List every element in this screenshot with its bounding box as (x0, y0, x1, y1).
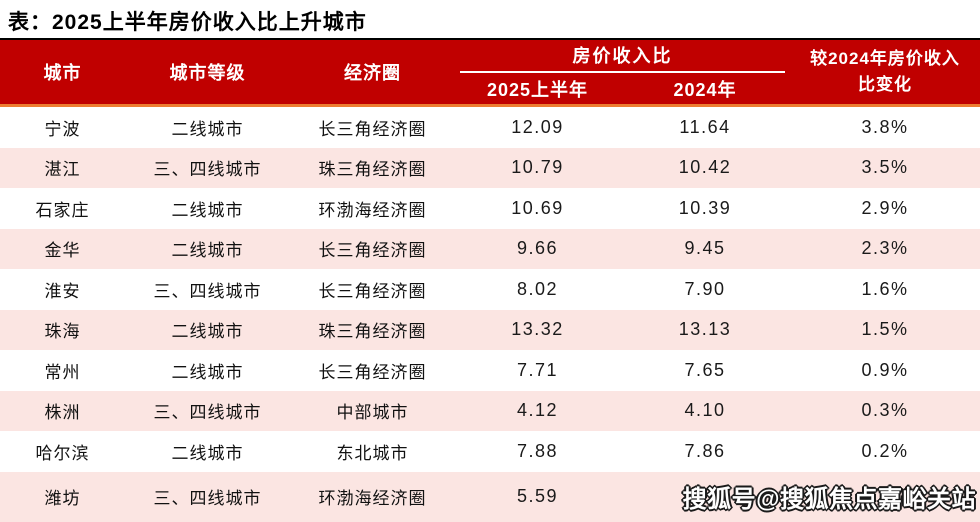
table-body: 宁波 二线城市 长三角经济圈 12.09 11.64 3.8% 湛江 三、四线城… (0, 107, 980, 522)
header-2025-h1: 2025上半年 (486, 79, 589, 100)
cell-tier: 三、四线城市 (153, 489, 262, 509)
cell-tier: 二线城市 (171, 322, 244, 342)
table-row: 潍坊 三、四线城市 环渤海经济圈 5.59 5.58 0.2% (0, 471, 980, 522)
cell-2025-h1: 10.79 (511, 157, 564, 178)
cell-region: 珠三角经济圈 (318, 160, 427, 180)
cell-region: 东北城市 (336, 443, 409, 463)
cell-tier: 三、四线城市 (153, 403, 262, 423)
cell-change: 0.9% (861, 359, 909, 380)
cell-2025-h1: 7.71 (516, 359, 559, 380)
cell-city: 哈尔滨 (35, 443, 90, 463)
cell-2024: 5.58 (684, 486, 726, 507)
cell-change: 2.9% (861, 197, 909, 218)
header-change-line1: 较2024年房价收入 (810, 49, 960, 68)
cell-2024: 11.64 (679, 116, 731, 137)
cell-2025-h1: 4.12 (516, 400, 559, 421)
cell-change: 1.6% (861, 278, 909, 299)
table-row: 常州 二线城市 长三角经济圈 7.71 7.65 0.9% (0, 350, 980, 391)
header-change-line2: 比变化 (858, 75, 912, 94)
header-ratio-group-label: 房价收入比 (572, 46, 673, 66)
table-header: 城市 城市等级 经济圈 房价收入比 2025上半年 2024年 较2024年房价… (0, 40, 980, 104)
table-row: 金华 二线城市 长三角经济圈 9.66 9.45 2.3% (0, 228, 980, 269)
cell-city: 淮安 (44, 281, 81, 301)
cell-tier: 二线城市 (171, 362, 244, 382)
cell-2024: 10.39 (678, 197, 732, 218)
cell-2025-h1: 13.32 (511, 319, 564, 340)
cell-region: 环渤海经济圈 (318, 200, 427, 220)
cell-city: 珠海 (44, 322, 81, 342)
header-change: 较2024年房价收入 比变化 (790, 40, 980, 104)
cell-city: 株洲 (44, 403, 81, 423)
cell-2024: 7.90 (684, 278, 726, 299)
cell-2024: 9.45 (684, 238, 726, 259)
cell-city: 金华 (44, 241, 81, 261)
cell-2024: 10.42 (678, 157, 732, 178)
cell-region: 长三角经济圈 (318, 241, 427, 261)
header-bottom-accent (0, 104, 980, 107)
cell-2025-h1: 9.66 (516, 238, 559, 259)
table-row: 湛江 三、四线城市 珠三角经济圈 10.79 10.42 3.5% (0, 147, 980, 188)
cell-tier: 三、四线城市 (153, 160, 262, 180)
table-row: 哈尔滨 二线城市 东北城市 7.88 7.86 0.2% (0, 431, 980, 472)
cell-2024: 7.65 (684, 359, 726, 380)
cell-region: 长三角经济圈 (318, 119, 427, 139)
cell-2025-h1: 7.88 (516, 440, 559, 461)
cell-change: 1.5% (861, 319, 909, 340)
cell-region: 环渤海经济圈 (318, 489, 427, 509)
table-row: 珠海 二线城市 珠三角经济圈 13.32 13.13 1.5% (0, 309, 980, 350)
cell-change: 3.8% (861, 116, 909, 137)
cell-2025-h1: 12.09 (511, 116, 564, 137)
header-region: 经济圈 (344, 63, 401, 83)
sohu-watermark: 搜狐号@搜狐焦点嘉峪关站 (682, 486, 976, 513)
page-title: 表：2025上半年房价收入比上升城市 (8, 11, 367, 34)
cell-2025-h1: 8.02 (516, 278, 559, 299)
cell-change: 0.2% (861, 486, 909, 507)
cell-tier: 二线城市 (171, 200, 244, 220)
table-row: 宁波 二线城市 长三角经济圈 12.09 11.64 3.8% (0, 107, 980, 148)
cell-city: 宁波 (44, 119, 81, 139)
cell-city: 潍坊 (44, 489, 81, 509)
cell-change: 2.3% (861, 238, 909, 259)
cell-city: 常州 (44, 362, 81, 382)
cell-2024: 4.10 (684, 400, 726, 421)
cell-tier: 三、四线城市 (153, 281, 262, 301)
header-ratio-group: 房价收入比 2025上半年 2024年 (455, 40, 790, 104)
cell-region: 珠三角经济圈 (318, 322, 427, 342)
header-tier: 城市等级 (169, 63, 246, 83)
table-row: 石家庄 二线城市 环渤海经济圈 10.69 10.39 2.9% (0, 188, 980, 229)
cell-change: 0.3% (861, 400, 909, 421)
table-row: 淮安 三、四线城市 长三角经济圈 8.02 7.90 1.6% (0, 269, 980, 310)
cell-tier: 二线城市 (171, 119, 244, 139)
cell-2024: 7.86 (684, 440, 726, 461)
cell-change: 3.5% (861, 157, 909, 178)
cell-change: 0.2% (861, 440, 909, 461)
cell-2024: 13.13 (678, 319, 732, 340)
header-2024: 2024年 (673, 79, 737, 100)
table-row: 株洲 三、四线城市 中部城市 4.12 4.10 0.3% (0, 390, 980, 431)
cell-city: 湛江 (44, 160, 81, 180)
cell-tier: 二线城市 (171, 443, 244, 463)
cell-region: 中部城市 (336, 403, 409, 423)
cell-2025-h1: 5.59 (516, 486, 559, 507)
top-divider (0, 38, 980, 40)
cell-city: 石家庄 (35, 200, 90, 220)
header-group-underline (460, 71, 785, 73)
cell-2025-h1: 10.69 (511, 197, 564, 218)
header-city: 城市 (43, 63, 82, 83)
cell-region: 长三角经济圈 (318, 281, 427, 301)
cell-tier: 二线城市 (171, 241, 244, 261)
cell-region: 长三角经济圈 (318, 362, 427, 382)
